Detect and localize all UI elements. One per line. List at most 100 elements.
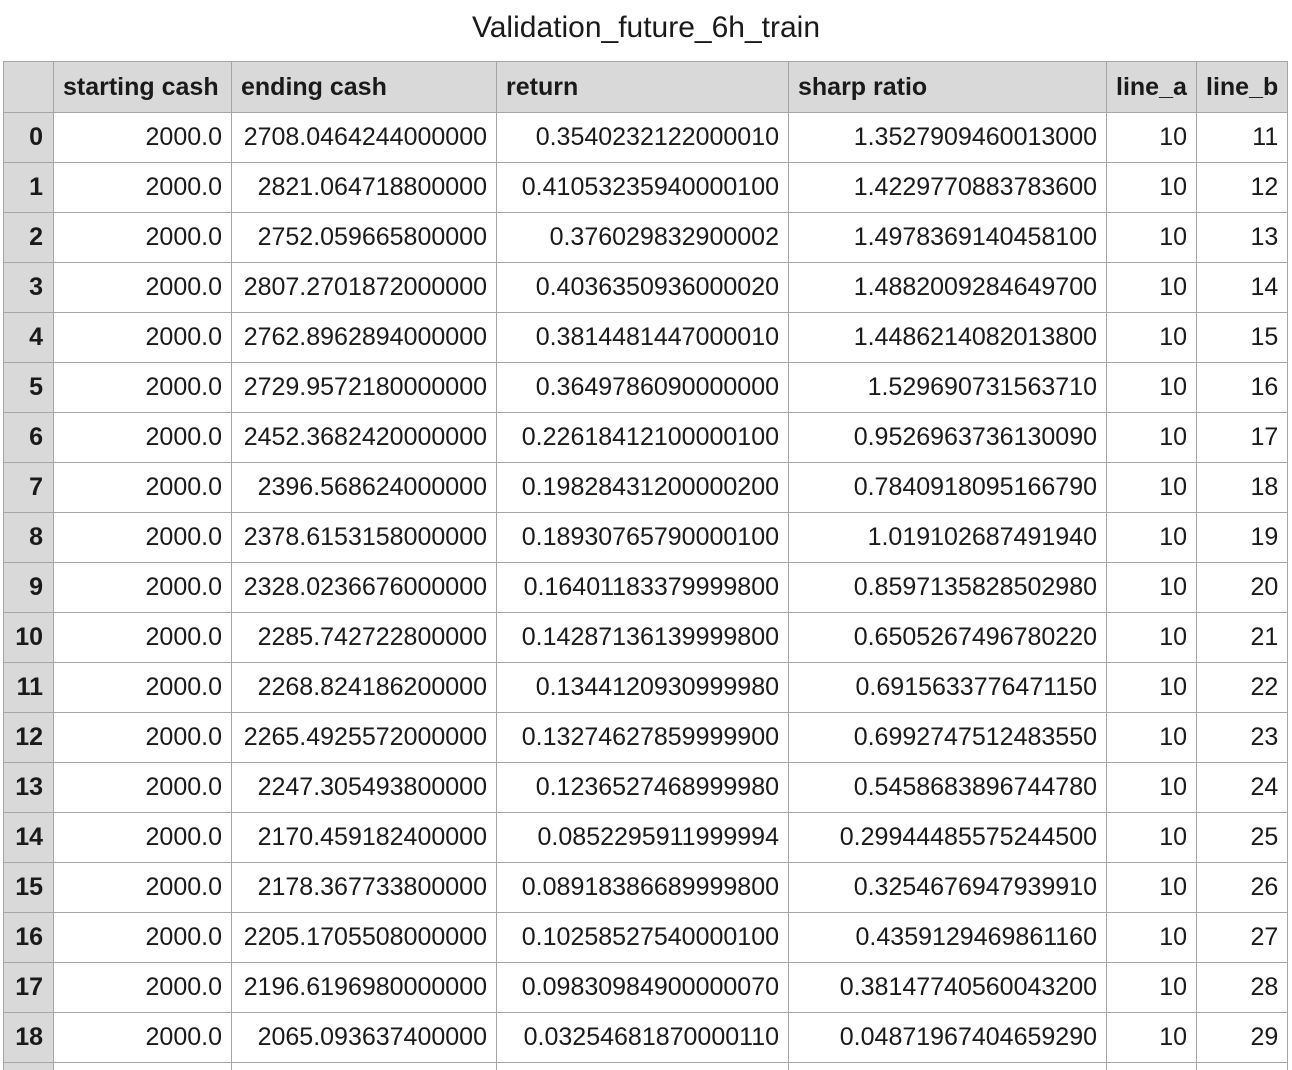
- line-a-cell[interactable]: 10: [1106, 162, 1197, 213]
- line-a-cell[interactable]: 10: [1106, 762, 1197, 813]
- row-index[interactable]: 13: [3, 762, 54, 813]
- sharp-ratio-cell[interactable]: 0.5458683896744780: [788, 762, 1107, 813]
- line-b-cell[interactable]: 21: [1195, 612, 1289, 663]
- sharp-ratio-cell[interactable]: 0.9526963736130090: [788, 412, 1107, 463]
- starting-cash-cell[interactable]: 2000.0: [53, 162, 232, 213]
- sharp-ratio-cell[interactable]: 0.4359129469861160: [788, 912, 1107, 963]
- sharp-ratio-cell[interactable]: 1.4978369140458100: [788, 212, 1107, 263]
- column-header-return[interactable]: return: [496, 61, 789, 113]
- return-cell[interactable]: 0.3540232122000010: [496, 112, 789, 163]
- row-index[interactable]: 9: [3, 562, 54, 613]
- sharp-ratio-cell[interactable]: 0.38147740560043200: [788, 962, 1107, 1013]
- return-cell[interactable]: 0.08918386689999800: [496, 862, 789, 913]
- ending-cash-cell[interactable]: 2205.1705508000000: [231, 912, 497, 963]
- return-cell[interactable]: 0.09830984900000070: [496, 962, 789, 1013]
- sharp-ratio-cell[interactable]: 0.29944485575244500: [788, 812, 1107, 863]
- row-index[interactable]: 10: [3, 612, 54, 663]
- row-index[interactable]: 5: [3, 362, 54, 413]
- line-a-cell[interactable]: 10: [1106, 812, 1197, 863]
- line-b-cell[interactable]: 20: [1195, 562, 1289, 613]
- ending-cash-cell[interactable]: 2328.0236676000000: [231, 562, 497, 613]
- line-a-cell[interactable]: 10: [1106, 312, 1197, 363]
- return-cell[interactable]: 0.1344120930999980: [496, 662, 789, 713]
- return-cell[interactable]: 0.16401183379999800: [496, 562, 789, 613]
- row-index[interactable]: 3: [3, 262, 54, 313]
- starting-cash-cell[interactable]: 2000.0: [53, 312, 232, 363]
- sharp-ratio-cell[interactable]: 1.3527909460013000: [788, 112, 1107, 163]
- row-index[interactable]: 14: [3, 812, 54, 863]
- ending-cash-cell[interactable]: 2247.305493800000: [231, 762, 497, 813]
- sharp-ratio-cell[interactable]: 1.4486214082013800: [788, 312, 1107, 363]
- line-b-cell[interactable]: 17: [1195, 412, 1289, 463]
- sharp-ratio-cell[interactable]: 0.6915633776471150: [788, 662, 1107, 713]
- sharp-ratio-cell[interactable]: 1.019102687491940: [788, 512, 1107, 563]
- line-a-cell[interactable]: 10: [1106, 1012, 1197, 1063]
- sharp-ratio-cell[interactable]: 1.4229770883783600: [788, 162, 1107, 213]
- line-a-cell[interactable]: 10: [1106, 262, 1197, 313]
- return-cell[interactable]: 0.3649786090000000: [496, 362, 789, 413]
- row-index[interactable]: 16: [3, 912, 54, 963]
- line-a-cell[interactable]: 10: [1106, 712, 1197, 763]
- sharp-ratio-cell[interactable]: 0.6505267496780220: [788, 612, 1107, 663]
- return-cell[interactable]: 0.19828431200000200: [496, 462, 789, 513]
- row-index[interactable]: 0: [3, 112, 54, 163]
- line-a-cell[interactable]: 10: [1106, 112, 1197, 163]
- line-b-cell[interactable]: 24: [1195, 762, 1289, 813]
- line-a-cell[interactable]: 10: [1106, 912, 1197, 963]
- return-cell[interactable]: 0.03254681870000110: [496, 1012, 789, 1063]
- sharp-ratio-cell[interactable]: 0.8597135828502980: [788, 562, 1107, 613]
- row-index[interactable]: 15: [3, 862, 54, 913]
- ending-cash-cell[interactable]: 2752.059665800000: [231, 212, 497, 263]
- ending-cash-cell[interactable]: 2268.824186200000: [231, 662, 497, 713]
- ending-cash-cell[interactable]: 2285.742722800000: [231, 612, 497, 663]
- ending-cash-cell[interactable]: 2065.093637400000: [231, 1012, 497, 1063]
- line-b-cell[interactable]: 14: [1195, 262, 1289, 313]
- ending-cash-cell[interactable]: 2821.064718800000: [231, 162, 497, 213]
- line-b-cell[interactable]: 26: [1195, 862, 1289, 913]
- starting-cash-cell[interactable]: 2000.0: [53, 562, 232, 613]
- return-cell[interactable]: 0.22618412100000100: [496, 412, 789, 463]
- ending-cash-cell[interactable]: 2178.367733800000: [231, 862, 497, 913]
- row-index[interactable]: 17: [3, 962, 54, 1013]
- line-b-cell[interactable]: 28: [1195, 962, 1289, 1013]
- line-b-cell[interactable]: 22: [1195, 662, 1289, 713]
- return-cell[interactable]: 0.376029832900002: [496, 212, 789, 263]
- starting-cash-cell[interactable]: 2000.0: [53, 812, 232, 863]
- starting-cash-cell[interactable]: 2000.0: [53, 412, 232, 463]
- starting-cash-cell[interactable]: 2000.0: [53, 112, 232, 163]
- starting-cash-cell[interactable]: 2000.0: [53, 212, 232, 263]
- ending-cash-cell[interactable]: 2452.3682420000000: [231, 412, 497, 463]
- ending-cash-cell[interactable]: 2396.568624000000: [231, 462, 497, 513]
- starting-cash-cell[interactable]: 2000.0: [53, 362, 232, 413]
- line-b-cell[interactable]: 29: [1195, 1012, 1289, 1063]
- ending-cash-cell[interactable]: 2265.4925572000000: [231, 712, 497, 763]
- starting-cash-cell[interactable]: 2000.0: [53, 762, 232, 813]
- line-a-cell[interactable]: 10: [1106, 412, 1197, 463]
- ending-cash-cell[interactable]: 2807.2701872000000: [231, 262, 497, 313]
- line-b-cell[interactable]: 11: [1195, 112, 1289, 163]
- return-cell[interactable]: 0.10258527540000100: [496, 912, 789, 963]
- row-index[interactable]: 11: [3, 662, 54, 713]
- sharp-ratio-cell[interactable]: 0.6992747512483550: [788, 712, 1107, 763]
- column-header-ending-cash[interactable]: ending cash: [231, 61, 497, 113]
- line-b-cell[interactable]: 19: [1195, 512, 1289, 563]
- return-cell[interactable]: 0.1236527468999980: [496, 762, 789, 813]
- starting-cash-cell[interactable]: 2000.0: [53, 862, 232, 913]
- starting-cash-cell[interactable]: 2000.0: [53, 462, 232, 513]
- line-a-cell[interactable]: 10: [1106, 862, 1197, 913]
- row-index[interactable]: 4: [3, 312, 54, 363]
- starting-cash-cell[interactable]: 2000.0: [53, 262, 232, 313]
- row-index[interactable]: 1: [3, 162, 54, 213]
- starting-cash-cell[interactable]: 2000.0: [53, 1012, 232, 1063]
- line-b-cell[interactable]: 25: [1195, 812, 1289, 863]
- line-b-cell[interactable]: 18: [1195, 462, 1289, 513]
- column-header-sharp-ratio[interactable]: sharp ratio: [788, 61, 1107, 113]
- return-cell[interactable]: 0.13274627859999900: [496, 712, 789, 763]
- sharp-ratio-cell[interactable]: 0.04871967404659290: [788, 1012, 1107, 1063]
- return-cell[interactable]: 0.4036350936000020: [496, 262, 789, 313]
- column-header-line-b[interactable]: line_b: [1195, 61, 1289, 113]
- column-header-starting-cash[interactable]: starting cash: [53, 61, 232, 113]
- line-a-cell[interactable]: 10: [1106, 462, 1197, 513]
- row-index[interactable]: 7: [3, 462, 54, 513]
- ending-cash-cell[interactable]: 2196.6196980000000: [231, 962, 497, 1013]
